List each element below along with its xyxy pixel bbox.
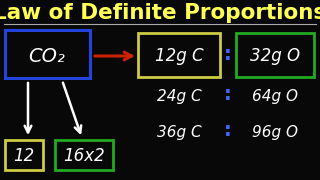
Text: 32g O: 32g O [250,47,300,65]
Text: 64g O: 64g O [252,89,298,104]
Bar [138,33,220,77]
Bar [55,140,113,170]
Text: :: : [224,84,232,104]
Text: 12g C: 12g C [155,47,203,65]
Bar [5,140,43,170]
Bar [236,33,314,77]
Text: 24g C: 24g C [157,89,201,104]
Text: 12: 12 [13,147,35,165]
Text: 16x2: 16x2 [63,147,105,165]
Text: :: : [224,44,232,64]
Text: Law of Definite Proportions: Law of Definite Proportions [0,3,320,23]
Text: :: : [224,120,232,140]
Text: 96g O: 96g O [252,125,298,140]
Bar [5,30,90,78]
Text: CO₂: CO₂ [28,46,65,66]
Text: 36g C: 36g C [157,125,201,140]
